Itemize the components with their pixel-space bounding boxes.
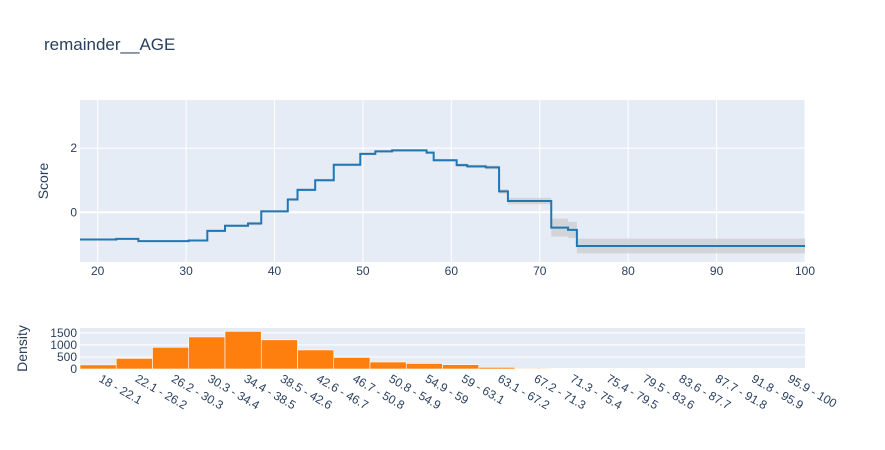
- density-bar: [115, 358, 153, 370]
- y-axis-title: Score: [35, 163, 51, 200]
- x-tick-label: 30: [179, 264, 193, 278]
- score-line: [80, 149, 805, 247]
- chart-title: remainder__AGE: [44, 35, 175, 54]
- density-y-tick-label: 0: [70, 362, 77, 376]
- density-y-tick-label: 1500: [50, 326, 77, 340]
- density-bar: [260, 339, 298, 370]
- density-bar: [188, 336, 226, 370]
- density-bar: [514, 367, 552, 370]
- x-tick-label: 90: [710, 264, 724, 278]
- x-tick-label: 70: [533, 264, 547, 278]
- score-plot: 20 30 40 50 60 70 80 90 100 0 2 Score: [35, 100, 815, 278]
- density-bar: [224, 331, 262, 370]
- y-tick-label: 0: [70, 205, 77, 219]
- density-y-tick-label: 500: [57, 350, 77, 364]
- density-bar: [297, 349, 335, 370]
- x-tick-label: 100: [795, 264, 815, 278]
- x-tick-label: 60: [445, 264, 459, 278]
- density-bar: [333, 357, 371, 370]
- density-bar: [478, 367, 516, 370]
- y-tick-label: 2: [70, 141, 77, 155]
- confidence-band: [80, 149, 805, 254]
- density-bar: [442, 364, 480, 370]
- score-plot-background: [80, 100, 805, 262]
- density-bar: [405, 363, 443, 370]
- density-bar: [152, 346, 190, 370]
- density-y-axis-title: Density: [14, 325, 30, 372]
- density-bar: [79, 364, 117, 370]
- density-bar: [369, 361, 407, 370]
- x-tick-label: 80: [621, 264, 635, 278]
- density-y-tick-label: 1000: [50, 338, 77, 352]
- x-tick-label: 40: [268, 264, 282, 278]
- x-tick-label: 20: [91, 264, 105, 278]
- x-tick-label: 50: [356, 264, 370, 278]
